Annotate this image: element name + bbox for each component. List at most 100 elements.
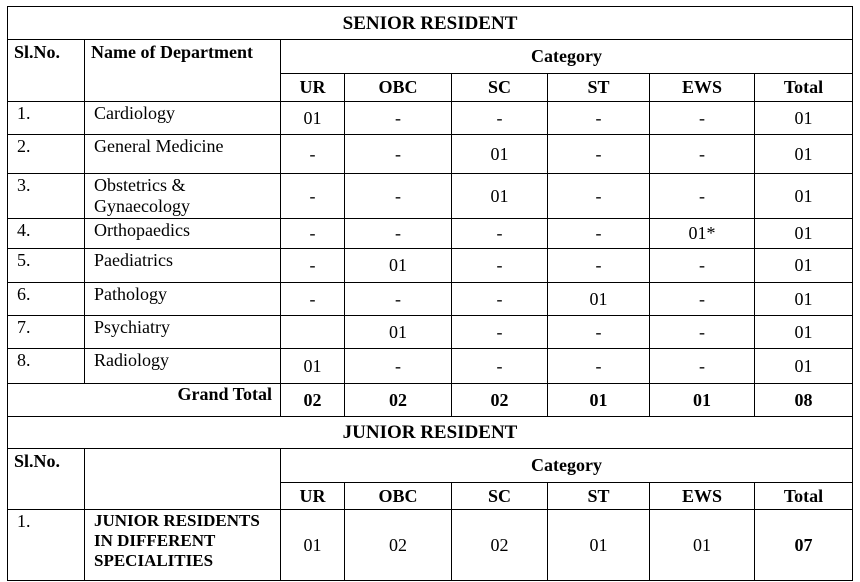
category-header-sc: SC bbox=[451, 482, 548, 510]
cell-st: - bbox=[547, 248, 650, 283]
cell-obc: - bbox=[344, 218, 452, 249]
grand-total-ews: 01 bbox=[649, 383, 755, 417]
cell-ur: - bbox=[280, 134, 345, 174]
category-header-ews: EWS bbox=[649, 73, 755, 102]
category-header-ur: UR bbox=[280, 73, 345, 102]
category-header-ur: UR bbox=[280, 482, 345, 510]
cell-ews: - bbox=[649, 348, 755, 384]
grand-total-st: 01 bbox=[547, 383, 650, 417]
cell-ews: - bbox=[649, 248, 755, 283]
department-name: Cardiology bbox=[84, 101, 281, 135]
section-title: JUNIOR RESIDENT bbox=[7, 416, 853, 449]
table-row: 8. Radiology 01- - - -01 bbox=[7, 348, 853, 384]
cell-ur bbox=[280, 315, 345, 349]
grand-total-label: Grand Total bbox=[7, 383, 281, 417]
grand-total-total: 08 bbox=[754, 383, 853, 417]
document: SENIOR RESIDENT Sl.No. Name of Department C… bbox=[7, 6, 853, 581]
cell-obc: - bbox=[344, 101, 452, 135]
cell-ur: - bbox=[280, 248, 345, 283]
table-row: 3. Obstetrics & Gynaecology - -01- -01 bbox=[7, 173, 853, 219]
department-name: Psychiatry bbox=[84, 315, 281, 349]
column-header-department: Name of Department bbox=[84, 39, 281, 102]
cell-obc: - bbox=[344, 173, 452, 219]
vacancy-table: SENIOR RESIDENT Sl.No. Name of Department C… bbox=[7, 6, 853, 581]
cell-ur: 01 bbox=[280, 101, 345, 135]
cell-st: - bbox=[547, 348, 650, 384]
senior-category-row: UR OBC SC ST EWS Total bbox=[8, 73, 853, 102]
serial-number: 5. bbox=[7, 248, 85, 283]
cell-ews: - bbox=[649, 315, 755, 349]
cell-total: 07 bbox=[754, 509, 853, 581]
table-row: 1. Cardiology 01- - - -01 bbox=[7, 101, 853, 135]
serial-number: 1. bbox=[7, 509, 85, 581]
serial-number: 3. bbox=[7, 173, 85, 219]
department-name: Obstetrics & Gynaecology bbox=[84, 173, 281, 219]
department-name: Pathology bbox=[84, 282, 281, 316]
cell-ews: - bbox=[649, 282, 755, 316]
cell-st: 01 bbox=[547, 282, 650, 316]
cell-total: 01 bbox=[754, 101, 853, 135]
cell-ur: 01 bbox=[280, 509, 345, 581]
department-name: JUNIOR RESIDENTS IN DIFFERENT SPECIALITI… bbox=[84, 509, 281, 581]
cell-obc: 02 bbox=[344, 509, 452, 581]
table-row: 4. Orthopaedics - - - -01* 01 bbox=[7, 218, 853, 249]
cell-ews: 01* bbox=[649, 218, 755, 249]
cell-sc: - bbox=[451, 348, 548, 384]
department-name: General Medicine bbox=[84, 134, 281, 174]
cell-ews: - bbox=[649, 101, 755, 135]
column-header-category: Category bbox=[280, 448, 853, 483]
senior-header-row: Sl.No. Name of Department Category bbox=[7, 39, 853, 102]
serial-number: 8. bbox=[7, 348, 85, 384]
department-name: Orthopaedics bbox=[84, 218, 281, 249]
category-header-st: ST bbox=[547, 73, 650, 102]
junior-header-row: Sl.No. Category bbox=[7, 448, 853, 510]
category-header-st: ST bbox=[547, 482, 650, 510]
cell-sc: - bbox=[451, 218, 548, 249]
category-header-total: Total bbox=[754, 482, 853, 510]
grand-total-sc: 02 bbox=[451, 383, 548, 417]
cell-obc: - bbox=[344, 134, 452, 174]
cell-sc: 01 bbox=[451, 134, 548, 174]
cell-st: - bbox=[547, 134, 650, 174]
cell-total: 01 bbox=[754, 282, 853, 316]
category-header-total: Total bbox=[754, 73, 853, 102]
serial-number: 7. bbox=[7, 315, 85, 349]
table-row: 5. Paediatrics -01- - -01 bbox=[7, 248, 853, 283]
table-row: 7. Psychiatry 01- - -01 bbox=[7, 315, 853, 349]
category-header-obc: OBC bbox=[344, 482, 452, 510]
cell-ur: - bbox=[280, 218, 345, 249]
serial-number: 6. bbox=[7, 282, 85, 316]
senior-title-row: SENIOR RESIDENT bbox=[7, 6, 853, 40]
category-header-ews: EWS bbox=[649, 482, 755, 510]
serial-number: 2. bbox=[7, 134, 85, 174]
section-title: SENIOR RESIDENT bbox=[7, 6, 853, 40]
cell-sc: - bbox=[451, 282, 548, 316]
cell-st: 01 bbox=[547, 509, 650, 581]
cell-sc: 01 bbox=[451, 173, 548, 219]
table-row: 6. Pathology - - -01-01 bbox=[7, 282, 853, 316]
column-header-slno: Sl.No. bbox=[7, 448, 85, 510]
serial-number: 1. bbox=[7, 101, 85, 135]
cell-ur: 01 bbox=[280, 348, 345, 384]
cell-sc: - bbox=[451, 315, 548, 349]
cell-obc: - bbox=[344, 282, 452, 316]
cell-ews: - bbox=[649, 134, 755, 174]
cell-ews: - bbox=[649, 173, 755, 219]
cell-total: 01 bbox=[754, 315, 853, 349]
cell-ur: - bbox=[280, 282, 345, 316]
cell-sc: - bbox=[451, 248, 548, 283]
department-name: Paediatrics bbox=[84, 248, 281, 283]
table-row: 2. General Medicine - -01- -01 bbox=[7, 134, 853, 174]
cell-ur: - bbox=[280, 173, 345, 219]
grand-total-row: Grand Total 02 02 02 01 01 08 bbox=[7, 383, 853, 417]
column-header-slno: Sl.No. bbox=[7, 39, 85, 102]
department-name: Radiology bbox=[84, 348, 281, 384]
cell-ews: 01 bbox=[649, 509, 755, 581]
column-header-blank bbox=[84, 448, 281, 510]
junior-title-row: JUNIOR RESIDENT bbox=[7, 416, 853, 449]
category-header-obc: OBC bbox=[344, 73, 452, 102]
cell-total: 01 bbox=[754, 173, 853, 219]
cell-total: 01 bbox=[754, 218, 853, 249]
cell-st: - bbox=[547, 101, 650, 135]
serial-number: 4. bbox=[7, 218, 85, 249]
